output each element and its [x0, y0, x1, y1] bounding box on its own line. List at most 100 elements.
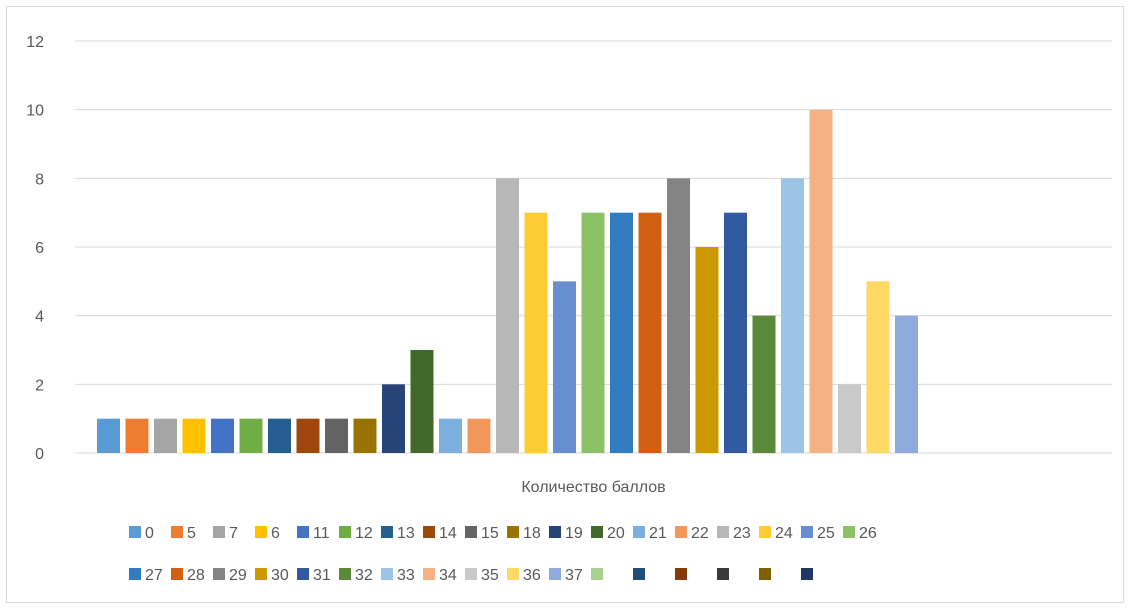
legend-label: 31: [313, 567, 331, 584]
legend-label: 5: [187, 525, 196, 542]
legend-label: 33: [397, 567, 415, 584]
legend-swatch: [381, 526, 393, 538]
bars: [97, 109, 918, 454]
legend-swatch: [801, 568, 813, 580]
gridlines: [75, 40, 1112, 454]
legend-label: 24: [775, 525, 793, 542]
legend-swatch: [633, 526, 645, 538]
bar-26: [581, 212, 605, 453]
bar-21: [439, 418, 462, 453]
legend-label: 15: [481, 525, 499, 542]
y-tick-label: 2: [35, 377, 44, 394]
legend-swatch: [465, 568, 477, 580]
legend-label: 30: [271, 567, 289, 584]
legend-swatch: [717, 568, 729, 580]
bar-25: [553, 281, 576, 453]
legend-swatch: [381, 568, 393, 580]
bar-20: [410, 350, 434, 453]
legend-swatch: [507, 526, 519, 538]
legend-label: 35: [481, 567, 499, 584]
legend-label: 28: [187, 567, 205, 584]
bar-34: [809, 109, 833, 454]
legend-swatch: [717, 526, 729, 538]
legend-label: 0: [145, 525, 154, 542]
bar-31: [724, 212, 747, 453]
legend-swatch: [213, 526, 225, 538]
y-tick-label: 12: [26, 34, 44, 51]
legend-label: 7: [229, 525, 238, 542]
y-tick-label: 8: [35, 171, 44, 188]
legend-swatch: [675, 568, 687, 580]
legend-swatch: [171, 568, 183, 580]
legend-swatch: [759, 568, 771, 580]
bar-28: [638, 212, 662, 453]
legend-swatch: [171, 526, 183, 538]
legend-swatch: [255, 568, 267, 580]
legend-swatch: [801, 526, 813, 538]
legend-label: 22: [691, 525, 709, 542]
legend-swatch: [423, 526, 435, 538]
legend-swatch: [675, 526, 687, 538]
legend-swatch: [549, 526, 561, 538]
y-axis: 0 2 4 6 8 10 12: [26, 34, 44, 463]
legend-swatch: [759, 526, 771, 538]
legend-label: 19: [565, 525, 583, 542]
legend-label: 23: [733, 525, 751, 542]
bar-32: [752, 315, 776, 453]
legend-swatch: [843, 526, 855, 538]
legend-label: 25: [817, 525, 835, 542]
bar-23: [496, 178, 519, 454]
bar-13: [268, 418, 291, 453]
bar-29: [667, 178, 690, 454]
legend-label: 6: [271, 525, 280, 542]
legend: 0 5 7 6 11 12 13 14 15 18 19 20 21 22 23 24 25 26 27 28 29 30…: [129, 525, 877, 584]
legend-swatch: [549, 568, 561, 580]
x-category-label: Количество баллов: [521, 479, 665, 496]
legend-label: 20: [607, 525, 625, 542]
legend-swatch: [129, 568, 141, 580]
legend-swatch: [465, 526, 477, 538]
bar-18: [353, 418, 377, 453]
bar-27: [610, 212, 633, 453]
legend-label: 37: [565, 567, 583, 584]
bar-5: [125, 418, 149, 453]
bar-12: [239, 418, 263, 453]
legend-label: 36: [523, 567, 541, 584]
y-tick-label: 6: [35, 240, 44, 257]
legend-label: 12: [355, 525, 373, 542]
bar-0: [97, 418, 120, 453]
bar-19: [382, 384, 405, 453]
legend-label: 14: [439, 525, 457, 542]
legend-swatch: [129, 526, 141, 538]
bar-35: [838, 384, 861, 453]
legend-label: 29: [229, 567, 247, 584]
bar-37: [895, 315, 918, 453]
y-tick-label: 10: [26, 103, 44, 120]
legend-label: 11: [313, 525, 330, 542]
legend-swatch: [255, 526, 267, 538]
legend-label: 21: [649, 525, 667, 542]
y-tick-label: 4: [35, 309, 44, 326]
bar-24: [524, 212, 548, 453]
bar-22: [467, 418, 491, 453]
legend-swatch: [297, 568, 309, 580]
legend-label: 13: [397, 525, 415, 542]
y-tick-label: 0: [35, 446, 44, 463]
bar-14: [296, 418, 320, 453]
legend-label: 26: [859, 525, 877, 542]
legend-label: 18: [523, 525, 541, 542]
legend-swatch: [633, 568, 645, 580]
legend-swatch: [297, 526, 309, 538]
legend-swatch: [423, 568, 435, 580]
bar-6: [182, 418, 206, 453]
bar-36: [866, 281, 890, 453]
bar-15: [325, 418, 348, 453]
legend-swatch: [507, 568, 519, 580]
bar-30: [695, 247, 719, 453]
bar-11: [211, 418, 234, 453]
x-axis: Количество баллов: [521, 479, 665, 496]
legend-label: 34: [439, 567, 457, 584]
legend-swatch: [213, 568, 225, 580]
legend-swatch: [591, 526, 603, 538]
